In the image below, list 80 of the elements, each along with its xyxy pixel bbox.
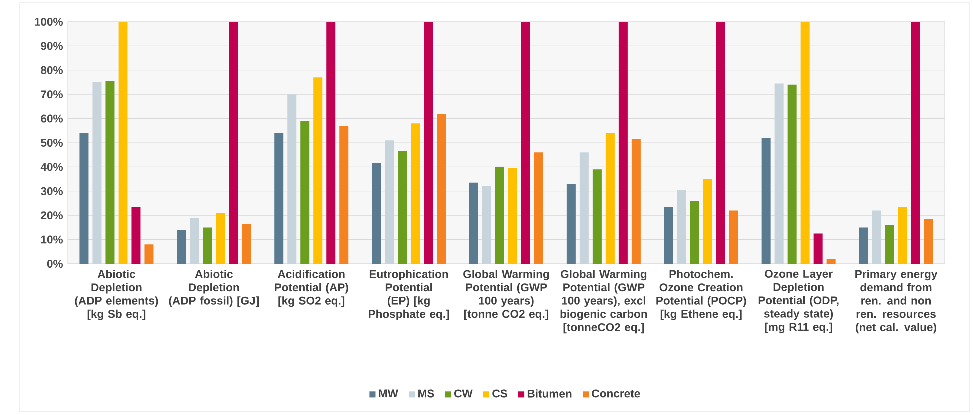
bar	[606, 133, 615, 264]
bar	[677, 190, 686, 264]
bar	[580, 152, 589, 264]
bar	[177, 230, 186, 264]
bar	[242, 224, 252, 264]
legend-label: CW	[454, 390, 473, 398]
bar	[703, 179, 712, 264]
bar	[508, 168, 518, 264]
bar	[632, 139, 641, 264]
bar	[469, 182, 478, 264]
bar	[690, 201, 700, 264]
bar	[216, 213, 226, 264]
y-tick-label: 10%	[41, 236, 64, 244]
y-tick-label: 100%	[35, 18, 64, 26]
y-tick-label: 20%	[41, 212, 64, 220]
legend-label: MW	[379, 390, 398, 398]
y-tick-label: 50%	[41, 139, 64, 147]
bar	[774, 84, 784, 264]
bar	[190, 218, 200, 264]
bar	[872, 210, 882, 264]
x-tick-label: Photochem. Ozone Creation Potential (POCP) [kg Ethene eq.]	[656, 270, 746, 320]
bar	[482, 186, 492, 264]
y-tick-label: 90%	[41, 42, 64, 50]
legend-label: MS	[418, 390, 434, 398]
bar	[716, 22, 726, 264]
x-tick-label: Acidification Potential (AP) [kg SO2 eq.]	[275, 270, 348, 308]
bar	[372, 164, 382, 264]
x-tick-label: Abiotic Depletion (ADP elements) [kg Sb eq.]	[75, 270, 158, 320]
bar	[788, 84, 797, 264]
bar	[911, 22, 920, 264]
bar	[92, 82, 102, 264]
bar	[132, 207, 141, 264]
bar	[729, 210, 738, 264]
bar	[859, 228, 868, 264]
bar	[898, 207, 908, 264]
bar	[300, 121, 310, 264]
x-tick-label: Global Warming Potential (GWP 100 years) [tonne CO2 eq.]	[464, 270, 550, 320]
bar	[522, 22, 530, 264]
bar	[106, 81, 115, 264]
bar	[437, 114, 446, 264]
bar	[340, 126, 349, 264]
x-tick-label: Eutrophication Potential (EP) [kg Phosphate eq.]	[369, 270, 450, 320]
legend-label: Bitumen	[528, 390, 572, 398]
y-tick-label: 0%	[47, 260, 64, 268]
bar	[118, 22, 128, 264]
x-tick-label: Primary energy demand from ren. and non ren. resources (net cal. value)	[856, 270, 938, 334]
bar	[592, 170, 602, 264]
bar	[664, 207, 674, 264]
y-tick-label: 70%	[41, 90, 64, 99]
bar	[424, 22, 434, 264]
legend-label: Concrete	[592, 390, 640, 398]
y-tick-label: 60%	[41, 114, 64, 123]
bar	[826, 259, 836, 264]
bar	[411, 124, 420, 264]
bar	[762, 138, 771, 264]
x-tick-label: Global Warming Potential (GWP 100 years), excl biogenic carbon [tonneCO2 eq.]	[560, 270, 648, 334]
x-tick-label: Ozone Layer Depletion Potential (ODP, steady state) [mg R11 eq.]	[758, 270, 839, 334]
bar	[385, 140, 394, 264]
bar	[566, 184, 576, 264]
x-tick-label: Abiotic Depletion (ADP fossil) [GJ]	[169, 270, 259, 308]
y-tick-label: 40%	[40, 163, 64, 172]
bar	[288, 94, 297, 264]
bar	[534, 152, 544, 264]
legend-label: CS	[492, 390, 508, 398]
bar	[80, 133, 89, 264]
bar	[800, 22, 810, 264]
bar	[314, 78, 323, 264]
bar	[203, 228, 212, 264]
bar	[229, 22, 238, 264]
bar	[144, 244, 154, 264]
bar	[398, 151, 408, 264]
bar	[326, 22, 336, 264]
bar	[814, 234, 823, 264]
bar	[885, 225, 894, 264]
bar	[495, 167, 504, 264]
y-tick-label: 80%	[41, 66, 64, 74]
y-tick-label: 30%	[40, 187, 64, 196]
bar	[618, 22, 628, 264]
bar	[274, 133, 284, 264]
bar	[924, 219, 934, 264]
